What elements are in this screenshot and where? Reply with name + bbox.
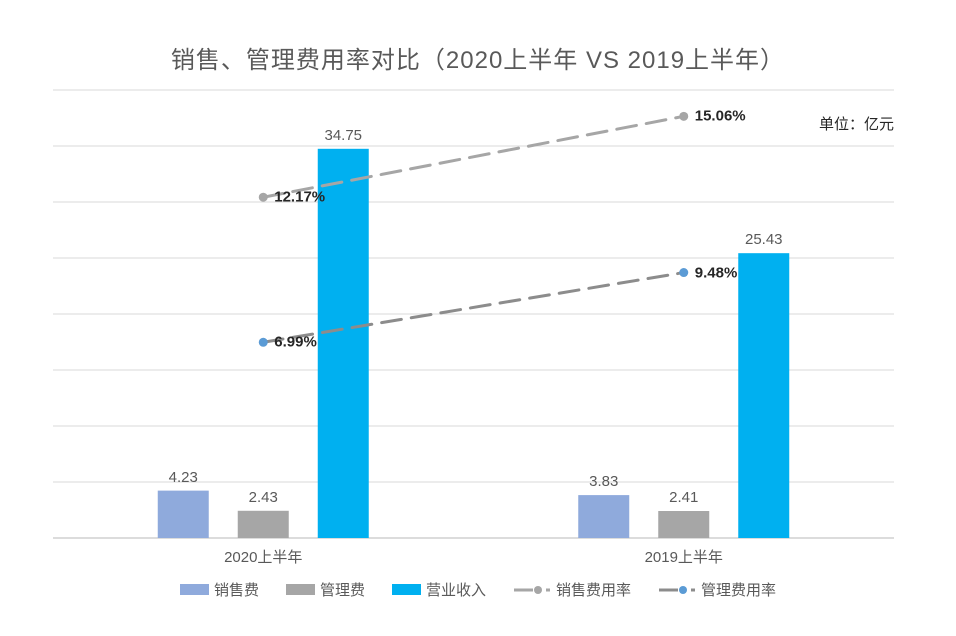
legend-label: 管理费用率 (701, 582, 777, 599)
bar-s0-c0[interactable] (157, 490, 209, 538)
legend-label: 销售费用率 (556, 582, 632, 599)
legend: 销售费 管理费 营业收入 销售费用率 管理费用率 (0, 579, 956, 600)
legend-label: 营业收入 (425, 582, 486, 599)
legend-item-bar-0[interactable]: 销售费 (179, 579, 259, 600)
bar-s2-c0[interactable] (317, 148, 369, 539)
unit-label: 单位：亿元 (818, 116, 894, 133)
legend-item-bar-2[interactable]: 营业收入 (391, 579, 486, 600)
legend-item-line-1[interactable]: 管理费用率 (658, 579, 776, 600)
bar-s2-c1[interactable] (738, 253, 790, 538)
legend-label: 管理费 (319, 582, 365, 599)
line-series-0 (261, 114, 686, 199)
line-point-marker-s0-c1[interactable] (679, 111, 689, 121)
legend-swatch-bar-2 (391, 584, 421, 595)
legend-item-line-0[interactable]: 销售费用率 (513, 579, 631, 600)
bar-s1-c0[interactable] (237, 510, 289, 538)
legend-swatch-bar-0 (179, 584, 209, 595)
legend-swatch-line-0 (514, 585, 550, 594)
line-point-marker-s0-c0[interactable] (258, 192, 268, 202)
legend-swatch-bar-1 (285, 584, 315, 595)
legend-item-bar-1[interactable]: 管理费 (285, 579, 365, 600)
chart-title: 销售、管理费用率对比（2020上半年 VS 2019上半年） (170, 47, 786, 74)
legend-swatch-line-1 (659, 585, 696, 594)
line-series-1 (261, 271, 686, 344)
line-point-marker-s1-c0[interactable] (258, 337, 268, 347)
bar-s1-c1[interactable] (658, 511, 710, 538)
bar-s0-c1[interactable] (578, 495, 630, 538)
line-point-marker-s1-c1[interactable] (679, 268, 689, 278)
legend-label: 销售费 (213, 582, 259, 599)
